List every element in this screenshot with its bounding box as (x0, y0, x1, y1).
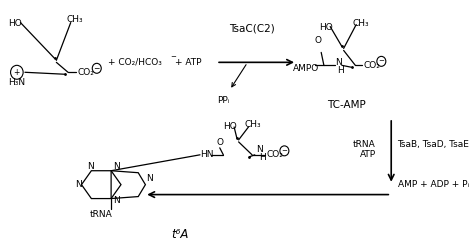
Text: −: − (378, 58, 384, 64)
Text: H₃N: H₃N (8, 78, 25, 87)
Text: CO₂: CO₂ (266, 150, 283, 159)
Text: + ATP: + ATP (175, 58, 201, 67)
Text: TsaB, TsaD, TsaE: TsaB, TsaD, TsaE (398, 140, 469, 149)
Text: N: N (87, 162, 94, 171)
Text: HO: HO (319, 23, 333, 32)
Text: O: O (216, 138, 223, 147)
Text: HO: HO (8, 19, 22, 28)
Text: N: N (113, 162, 119, 171)
Text: N: N (256, 145, 263, 154)
Text: CH₃: CH₃ (66, 15, 83, 24)
Text: t⁶A: t⁶A (172, 228, 189, 241)
Text: + CO₂/HCO₃: + CO₂/HCO₃ (109, 58, 162, 67)
Text: O: O (315, 36, 322, 45)
Text: AMP + ADP + Pᵢ: AMP + ADP + Pᵢ (398, 180, 469, 189)
Text: AMPO: AMPO (292, 64, 319, 73)
Text: HO: HO (223, 122, 237, 131)
Text: ATP: ATP (360, 150, 376, 159)
Text: tRNA: tRNA (90, 210, 113, 219)
Text: +: + (14, 68, 20, 77)
Text: tRNA: tRNA (353, 140, 376, 149)
Text: TsaC(C2): TsaC(C2) (229, 24, 275, 34)
Text: H: H (337, 66, 344, 75)
Text: N: N (146, 174, 153, 183)
Text: −: − (170, 54, 176, 60)
Text: −: − (282, 148, 287, 154)
Text: N: N (335, 58, 341, 67)
Text: −: − (93, 64, 100, 73)
Text: N: N (75, 180, 82, 189)
Text: CO₂: CO₂ (364, 61, 380, 70)
Text: CO₂: CO₂ (78, 68, 95, 77)
Text: TC-AMP: TC-AMP (327, 100, 366, 110)
Text: CH₃: CH₃ (245, 120, 262, 129)
Text: CH₃: CH₃ (353, 19, 369, 28)
Text: H: H (259, 153, 266, 162)
Text: N: N (113, 196, 119, 205)
Text: PPᵢ: PPᵢ (217, 96, 229, 105)
Text: HN: HN (200, 150, 213, 159)
